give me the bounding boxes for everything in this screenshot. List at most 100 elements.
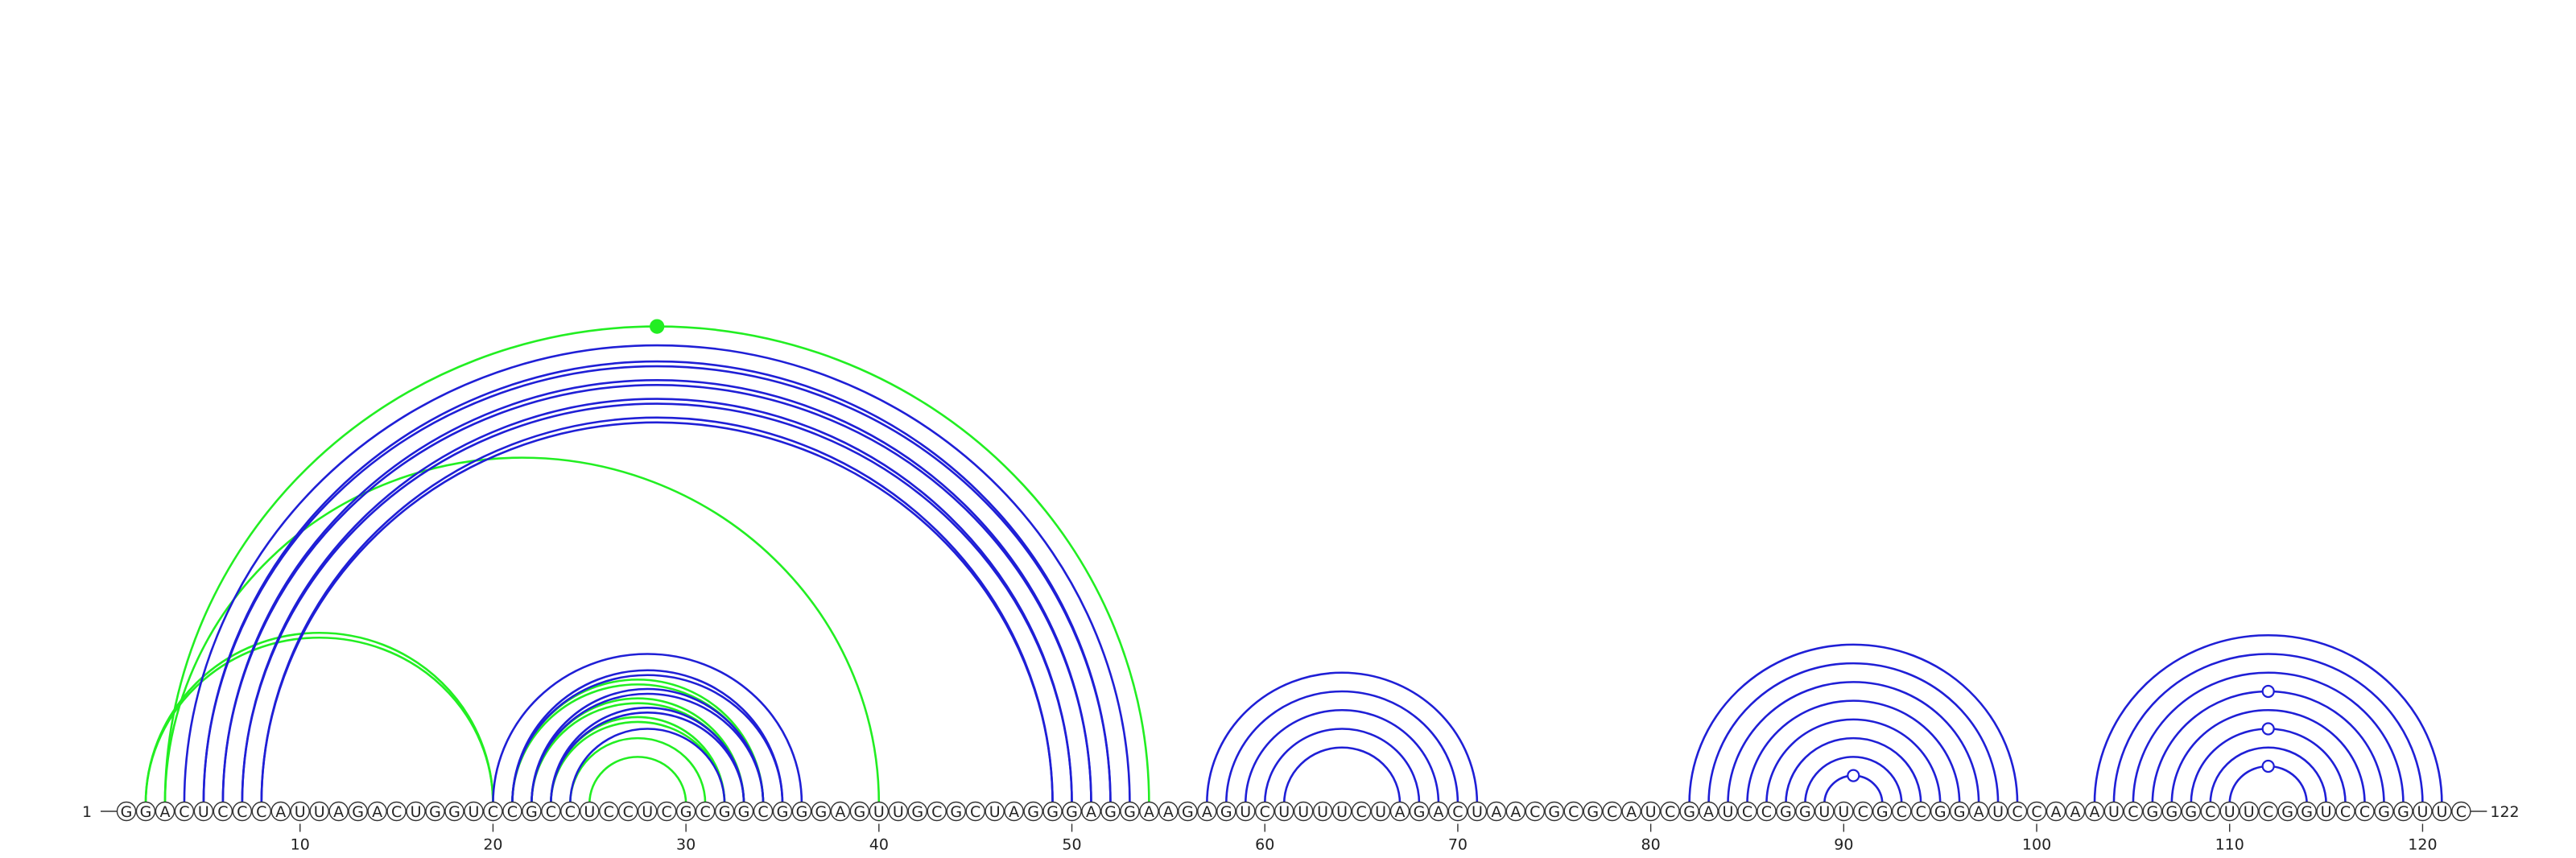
nucleotide-82: G: [1679, 801, 1699, 822]
nucleotide-72: A: [1486, 801, 1507, 822]
nucleotide-114: G: [2297, 801, 2317, 822]
nucleotide-letter: G: [796, 803, 808, 821]
nucleotide-circle: [386, 801, 407, 822]
nucleotide-32: G: [714, 801, 735, 822]
nucleotide-circle: [830, 801, 851, 822]
nucleotide-letter: A: [1491, 803, 1501, 821]
nucleotide-letter: C: [2205, 803, 2215, 821]
nucleotide-circle: [1486, 801, 1507, 822]
tick-label-60: 60: [1255, 836, 1274, 854]
nucleotide-circle: [733, 801, 754, 822]
nucleotide-circle: [522, 801, 542, 822]
nucleotide-letter: A: [1395, 803, 1406, 821]
nucleotide-97: A: [1968, 801, 1989, 822]
nucleotide-56: G: [1178, 801, 1198, 822]
nucleotide-circle: [1911, 801, 1931, 822]
nucleotide-letter: A: [2051, 803, 2062, 821]
green-arc-2-20-line-2: [144, 631, 494, 805]
nucleotide-25: U: [580, 801, 600, 822]
nucleotide-letter: G: [448, 803, 460, 821]
nucleotide-circle: [1216, 801, 1236, 822]
nucleotide-circle: [309, 801, 329, 822]
green-arc-22-33-line-2: [530, 697, 745, 805]
nucleotide-letter: G: [1046, 803, 1059, 821]
nucleotide-letter: U: [1472, 803, 1483, 821]
nucleotide-letter: G: [719, 803, 731, 821]
nucleotide-92: G: [1872, 801, 1893, 822]
tick-label-20: 20: [483, 836, 502, 854]
nucleotide-letter: C: [758, 803, 768, 821]
nucleotide-letter: G: [2185, 803, 2197, 821]
nucleotide-86: C: [1757, 801, 1777, 822]
nucleotide-54: A: [1139, 801, 1159, 822]
nucleotide-circle: [2316, 801, 2336, 822]
nucleotide-8: C: [251, 801, 271, 822]
nucleotide-circle: [1255, 801, 1275, 822]
nucleotide-letter: C: [970, 803, 980, 821]
nucleotide-letter: G: [352, 803, 364, 821]
nucleotide-letter: G: [950, 803, 962, 821]
nucleotide-98: U: [1988, 801, 2008, 822]
nucleotide-letter: U: [2108, 803, 2120, 821]
nucleotide-letter: A: [1086, 803, 1096, 821]
nucleotide-circle: [1178, 801, 1198, 822]
nucleotide-letter: U: [989, 803, 1001, 821]
nucleotide-100: C: [2026, 801, 2047, 822]
nucleotide-circle: [1544, 801, 1564, 822]
green-arc-25-30: [588, 756, 687, 805]
nucleotide-circle: [1776, 801, 1796, 822]
nucleotide-letter: G: [1027, 803, 1039, 821]
nucleotide-circle: [155, 801, 175, 822]
nucleotide-letter: U: [295, 803, 306, 821]
nucleotide-53: G: [1120, 801, 1140, 822]
nucleotide-letter: A: [1626, 803, 1637, 821]
nucleotide-83: A: [1699, 801, 1719, 822]
nucleotide-39: G: [849, 801, 870, 822]
ticks-layer: 10 20 30 40 50 60 70 80 90 100 110 120: [291, 823, 2438, 854]
nucleotide-65: C: [1351, 801, 1372, 822]
nucleotide-circle: [1853, 801, 1873, 822]
blue-arc-107-117: [2170, 708, 2366, 805]
nucleotide-letter: C: [565, 803, 576, 821]
nucleotide-circle: [2161, 801, 2182, 822]
nucleotide-letter: C: [1665, 803, 1675, 821]
nucleotide-circle: [444, 801, 464, 822]
nucleotide-43: C: [927, 801, 947, 822]
tick-label-80: 80: [1641, 836, 1661, 854]
nucleotide-87: G: [1776, 801, 1796, 822]
nucleotide-5: U: [193, 801, 214, 822]
blue-arc-6-51-line-2: [221, 379, 1092, 805]
nucleotide-circle: [2123, 801, 2144, 822]
tick-label-40: 40: [869, 836, 889, 854]
nucleotide-2: G: [135, 801, 156, 822]
nucleotide-letter: G: [1220, 803, 1232, 821]
nucleotide-34: C: [753, 801, 774, 822]
nucleotide-28: U: [637, 801, 658, 822]
nucleotide-circle: [1872, 801, 1893, 822]
nucleotide-letter: C: [604, 803, 614, 821]
nucleotide-letter: C: [1530, 803, 1540, 821]
nucleotide-99: C: [2007, 801, 2028, 822]
nucleotide-letter: C: [2359, 803, 2370, 821]
nucleotide-116: C: [2335, 801, 2355, 822]
nucleotide-circle: [1120, 801, 1140, 822]
nucleotide-circle: [1409, 801, 1430, 822]
nucleotide-circle: [135, 801, 156, 822]
nucleotide-letter: G: [2301, 803, 2313, 821]
nucleotide-circle: [2065, 801, 2086, 822]
nucleotide-58: G: [1216, 801, 1236, 822]
nucleotide-letter: C: [700, 803, 710, 821]
nucleotide-112: C: [2258, 801, 2278, 822]
nucleotide-44: G: [946, 801, 966, 822]
nucleotide-89: U: [1814, 801, 1835, 822]
nucleotide-88: G: [1795, 801, 1815, 822]
nucleotide-letter: U: [1336, 803, 1348, 821]
nucleotide-84: U: [1718, 801, 1738, 822]
nucleotide-48: G: [1023, 801, 1043, 822]
nucleotide-circle: [1795, 801, 1815, 822]
nucleotide-letter: G: [140, 803, 152, 821]
nucleotide-33: G: [733, 801, 754, 822]
blue-arc-24-32: [569, 728, 726, 805]
nucleotide-circle: [618, 801, 638, 822]
nucleotide-30: G: [675, 801, 696, 822]
